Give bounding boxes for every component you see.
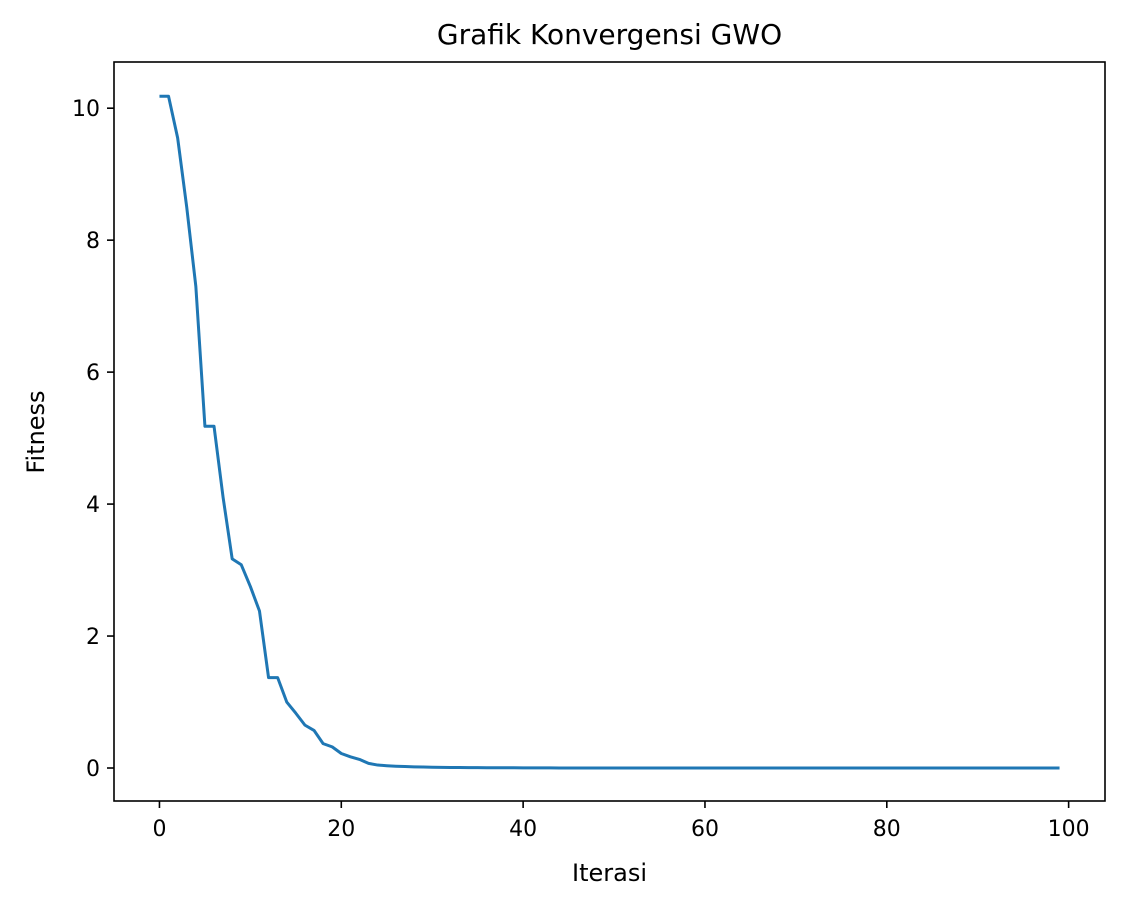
x-tick-label: 80 xyxy=(873,817,901,842)
chart-title: Grafik Konvergensi GWO xyxy=(437,18,782,51)
y-axis-label: Fitness xyxy=(22,390,50,473)
y-tick-label: 0 xyxy=(86,757,100,782)
y-tick-label: 10 xyxy=(72,97,100,122)
x-axis-label: Iterasi xyxy=(572,859,647,887)
plot-area: 0 20 40 60 80 100 0 2 4 6 8 10 xyxy=(72,61,1106,842)
y-tick-label: 2 xyxy=(86,625,100,650)
y-axis-ticks: 0 2 4 6 8 10 xyxy=(72,97,114,782)
x-tick-label: 100 xyxy=(1048,817,1090,842)
y-tick-label: 6 xyxy=(86,361,100,386)
series-line xyxy=(159,94,1060,770)
series-layer xyxy=(159,94,1060,770)
x-axis-ticks: 0 20 40 60 80 100 xyxy=(152,801,1090,842)
x-tick-label: 40 xyxy=(509,817,537,842)
y-tick-label: 8 xyxy=(86,229,100,254)
x-tick-label: 0 xyxy=(152,817,166,842)
x-tick-label: 60 xyxy=(691,817,719,842)
x-tick-label: 20 xyxy=(327,817,355,842)
y-tick-label: 4 xyxy=(86,493,100,518)
axes-frame xyxy=(113,61,1106,802)
